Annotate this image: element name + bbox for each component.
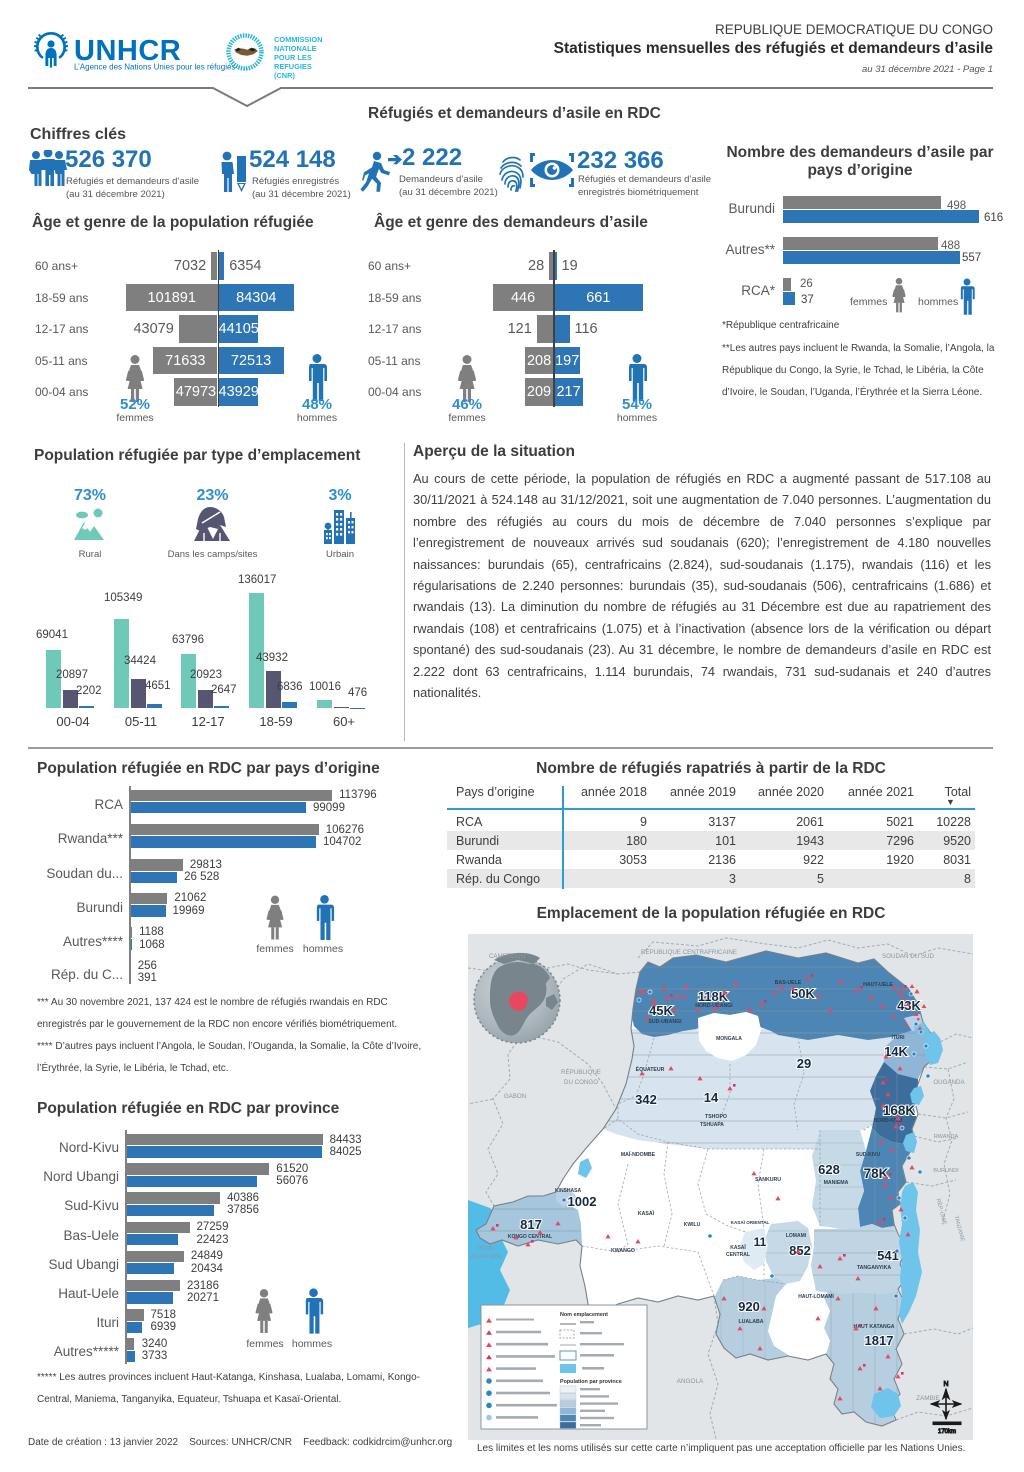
svg-text:KASAÏ: KASAÏ xyxy=(638,1210,655,1217)
svg-text:SUD-UBANGI: SUD-UBANGI xyxy=(648,1019,682,1025)
svg-text:SANKURU: SANKURU xyxy=(755,1177,781,1183)
svg-text:BURUNDI: BURUNDI xyxy=(933,1168,959,1174)
svg-text:KONGO CENTRAL: KONGO CENTRAL xyxy=(508,1234,552,1240)
svg-text:REFUGIES: REFUGIES xyxy=(274,62,312,71)
svg-text:TSHOPO: TSHOPO xyxy=(705,1114,727,1120)
svg-text:NORD-KIVU: NORD-KIVU xyxy=(874,1118,903,1124)
svg-text:HAUT-UELE: HAUT-UELE xyxy=(863,982,893,988)
svg-text:KWANGO: KWANGO xyxy=(611,1248,635,1254)
svg-text:MONGALA: MONGALA xyxy=(716,1036,742,1042)
svg-text:TANGANYIKA: TANGANYIKA xyxy=(857,1265,891,1271)
svg-text:UNHCR: UNHCR xyxy=(74,35,181,67)
svg-text:29: 29 xyxy=(797,1056,811,1071)
svg-text:342: 342 xyxy=(635,1092,657,1107)
svg-text:14K: 14K xyxy=(884,1044,908,1059)
svg-text:N: N xyxy=(943,1381,948,1388)
svg-text:KASAÏ ORIENTAL: KASAÏ ORIENTAL xyxy=(731,1219,770,1225)
svg-text:14: 14 xyxy=(704,1090,719,1105)
svg-text:NATIONALE: NATIONALE xyxy=(274,44,317,53)
svg-text:NORD-UBANGI: NORD-UBANGI xyxy=(695,1003,733,1009)
svg-text:RWANDA: RWANDA xyxy=(934,1134,959,1140)
svg-text:MANIEMA: MANIEMA xyxy=(824,1180,849,1186)
svg-text:LUALABA: LUALABA xyxy=(738,1319,763,1325)
svg-text:541: 541 xyxy=(877,1248,899,1263)
svg-text:852: 852 xyxy=(789,1243,811,1258)
svg-text:817: 817 xyxy=(520,1217,542,1232)
svg-text:ANGOLA: ANGOLA xyxy=(677,1378,704,1385)
svg-text:CAMEROUN: CAMEROUN xyxy=(489,953,525,960)
svg-text:KWILU: KWILU xyxy=(684,1222,701,1228)
svg-text:170km: 170km xyxy=(938,1429,956,1435)
svg-text:DU CONGO: DU CONGO xyxy=(564,1079,598,1086)
svg-text:L’Agence des Nations Unies pou: L’Agence des Nations Unies pour les réfu… xyxy=(74,63,235,72)
svg-text:628: 628 xyxy=(818,1162,840,1177)
svg-text:920: 920 xyxy=(738,1299,760,1314)
svg-text:(CNR): (CNR) xyxy=(274,71,295,80)
svg-text:HAUT KATANGA: HAUT KATANGA xyxy=(853,1324,894,1330)
svg-text:Population par province: Population par province xyxy=(560,1379,622,1385)
svg-text:MAÏ-NDOMBE: MAÏ-NDOMBE xyxy=(621,1151,656,1158)
svg-text:11: 11 xyxy=(754,1235,767,1249)
svg-text:ZAMBIE: ZAMBIE xyxy=(916,1395,940,1402)
svg-text:78K: 78K xyxy=(864,1166,889,1181)
svg-text:ITURI: ITURI xyxy=(891,1035,905,1041)
svg-text:ÉQUATEUR: ÉQUATEUR xyxy=(636,1065,665,1073)
svg-text:KINSHASA: KINSHASA xyxy=(555,1188,582,1194)
svg-text:ATLANTIQUE: ATLANTIQUE xyxy=(470,1254,502,1260)
svg-text:TSHUAPA: TSHUAPA xyxy=(700,1122,724,1128)
svg-text:COMMISSION: COMMISSION xyxy=(274,35,322,44)
svg-text:GABON: GABON xyxy=(504,1093,526,1100)
svg-text:OUGANDA: OUGANDA xyxy=(933,1079,965,1086)
svg-text:HAUT-LOMAMI: HAUT-LOMAMI xyxy=(798,1294,834,1300)
svg-text:CENTRAL: CENTRAL xyxy=(726,1252,750,1258)
svg-text:SOUDAN DU SUD: SOUDAN DU SUD xyxy=(882,953,934,960)
svg-text:SUD-KIVU: SUD-KIVU xyxy=(856,1152,881,1158)
svg-text:118K: 118K xyxy=(698,989,729,1004)
svg-text:Nom emplacement: Nom emplacement xyxy=(560,1312,608,1318)
svg-text:OCÉAN: OCÉAN xyxy=(477,1245,495,1252)
svg-text:RÉPUBLIQUE CENTRAFRICAINE: RÉPUBLIQUE CENTRAFRICAINE xyxy=(641,949,737,956)
svg-text:1817: 1817 xyxy=(865,1333,894,1348)
svg-text:168K: 168K xyxy=(883,1103,916,1118)
svg-text:POUR LES: POUR LES xyxy=(274,53,312,62)
svg-text:LOMAMI: LOMAMI xyxy=(786,1233,807,1239)
svg-text:KASAÏ: KASAÏ xyxy=(730,1244,746,1251)
svg-text:RÉPUBLIQUE: RÉPUBLIQUE xyxy=(561,1069,601,1076)
svg-text:1002: 1002 xyxy=(568,1194,597,1209)
svg-text:BAS-UELE: BAS-UELE xyxy=(775,980,802,986)
svg-text:50K: 50K xyxy=(791,986,815,1001)
